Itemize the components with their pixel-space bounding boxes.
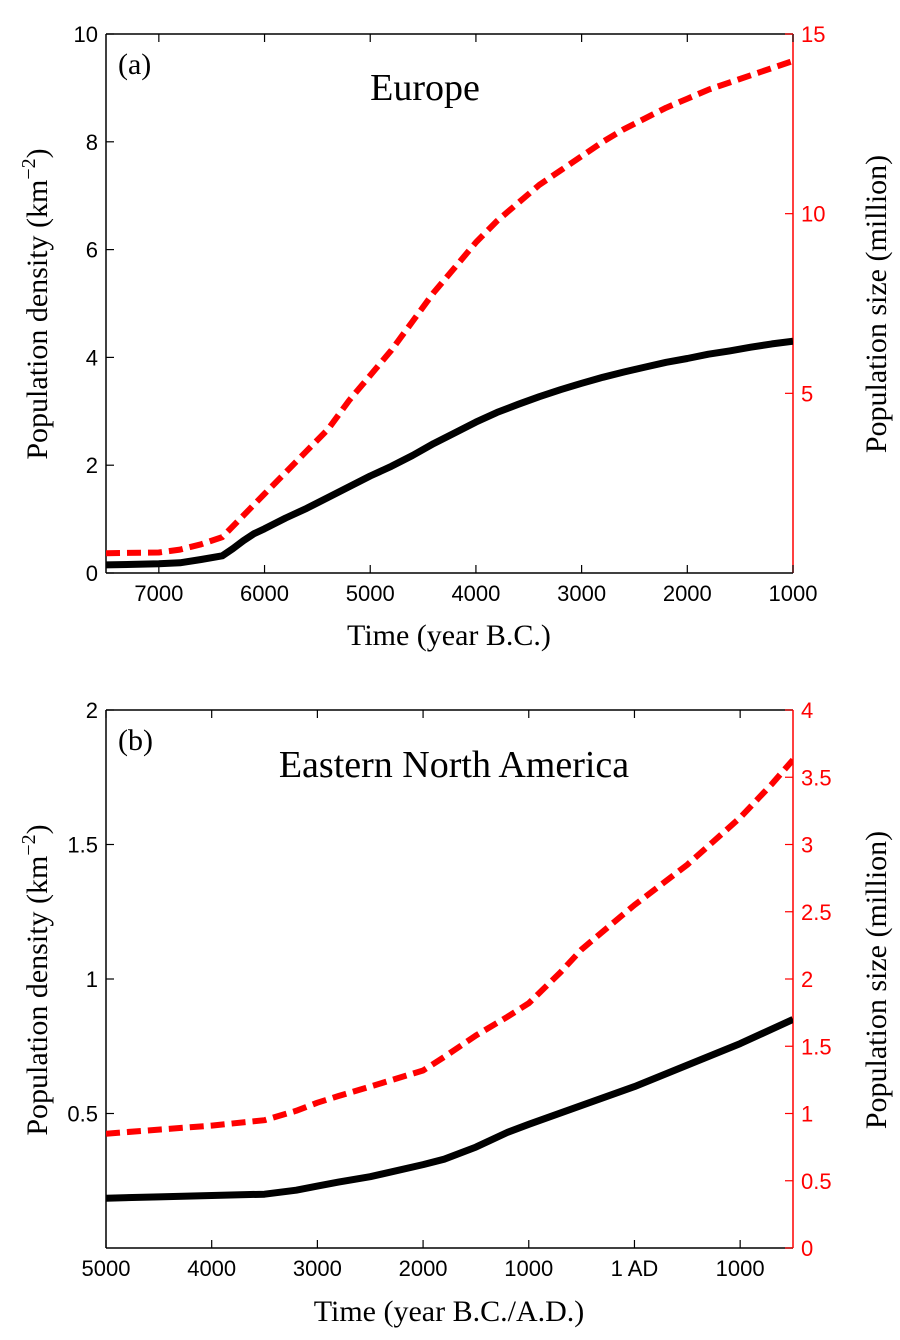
panel-b-right-tick-label: 2 (801, 967, 813, 992)
panel-b-x-tick-label: 4000 (187, 1256, 236, 1281)
panel-a-left-tick-label: 6 (86, 238, 98, 263)
panel-b-title: Eastern North America (279, 744, 629, 786)
panel-b-left-axis-title-sup: −2 (18, 834, 40, 855)
panel-a-right-tick-label: 10 (801, 202, 825, 227)
panel-a-x-tick-label: 4000 (451, 581, 500, 606)
panel-a-left-tick-label: 0 (86, 561, 98, 586)
panel-b-plot-area: 5000 4000 3000 2000 1000 1 AD 1000 0.5 1 1.5 2 0 0.5… (67, 698, 831, 1281)
panel-a-x-axis-title: Time (year B.C.) (347, 619, 551, 652)
panel-a-left-tick-label: 10 (74, 22, 98, 47)
panel-a-left-axis-title: Population density (km−2) (18, 148, 54, 459)
panel-b-x-tick-label: 5000 (82, 1256, 131, 1281)
panel-a-plot-area: 7000 6000 5000 4000 3000 2000 1000 0 2 4 6 8 10 5 10 15 (74, 22, 826, 606)
panel-b-right-tick-label: 2.5 (801, 900, 832, 925)
panel-b-right-tick-label: 1 (801, 1102, 813, 1127)
panel-b-right-tick-label: 1.5 (801, 1034, 832, 1059)
panel-b-label: (b) (118, 724, 153, 757)
panel-b-x-tick-label: 1 AD (611, 1256, 659, 1281)
panel-a-left-tick-label: 8 (86, 130, 98, 155)
panel-b-right-tick-label: 3 (801, 833, 813, 858)
panel-a-x-tick-label: 1000 (769, 581, 818, 606)
panel-b-population-density-line (106, 1016, 793, 1202)
panel-b-right-tick-label: 0.5 (801, 1169, 832, 1194)
panel-a-x-tick-label: 6000 (240, 581, 289, 606)
panel-a-title: Europe (370, 67, 480, 109)
panel-a-left-tick-label: 2 (86, 453, 98, 478)
panel-a-europe: 7000 6000 5000 4000 3000 2000 1000 0 2 4 6 8 10 5 10 15… (18, 22, 893, 652)
panel-b-left-tick-label: 2 (86, 698, 98, 723)
panel-b-x-tick-label: 1000 (504, 1256, 553, 1281)
panel-a-x-tick-label: 3000 (557, 581, 606, 606)
panel-b-left-axis-title-close: ) (21, 824, 54, 834)
panel-b-x-tick-label: 2000 (399, 1256, 448, 1281)
panel-a-left-axis-title-close: ) (21, 148, 54, 158)
panel-a-left-axis-title-sup: −2 (18, 158, 40, 179)
panel-a-right-tick-label: 15 (801, 22, 825, 47)
panel-a-population-size-line (106, 58, 793, 557)
panel-b-eastern-north-america: 5000 4000 3000 2000 1000 1 AD 1000 0.5 1 1.5 2 0 0.5… (18, 698, 893, 1328)
panel-b-left-axis-title-main: Population density (km (21, 856, 54, 1136)
panel-a-x-tick-label: 5000 (346, 581, 395, 606)
panel-b-x-tick-label: 1000 (716, 1256, 765, 1281)
panel-a-right-axis-title: Population size (million) (860, 155, 893, 453)
panel-a-x-tick-label: 2000 (663, 581, 712, 606)
panel-b-left-tick-label: 0.5 (67, 1102, 98, 1127)
panel-a-left-axis-title-main: Population density (km (21, 180, 54, 460)
panel-b-left-axis-title: Population density (km−2) (18, 824, 54, 1135)
panel-b-left-tick-label: 1 (86, 967, 98, 992)
panel-a-right-tick-label: 5 (801, 381, 813, 406)
panel-a-population-density-line (106, 337, 793, 569)
panel-b-population-size-line (106, 757, 793, 1137)
panel-b-right-axis-title: Population size (million) (860, 831, 893, 1129)
panel-b-left-tick-label: 1.5 (67, 833, 98, 858)
panel-b-right-tick-label: 3.5 (801, 765, 832, 790)
panel-a-left-tick-label: 4 (86, 345, 98, 370)
panel-b-right-tick-label: 0 (801, 1236, 813, 1261)
panel-a-label: (a) (118, 48, 151, 81)
panel-b-x-tick-label: 3000 (293, 1256, 342, 1281)
panel-a-x-tick-label: 7000 (134, 581, 183, 606)
panel-b-x-axis-title: Time (year B.C./A.D.) (314, 1295, 585, 1328)
panel-b-right-tick-label: 4 (801, 698, 813, 723)
